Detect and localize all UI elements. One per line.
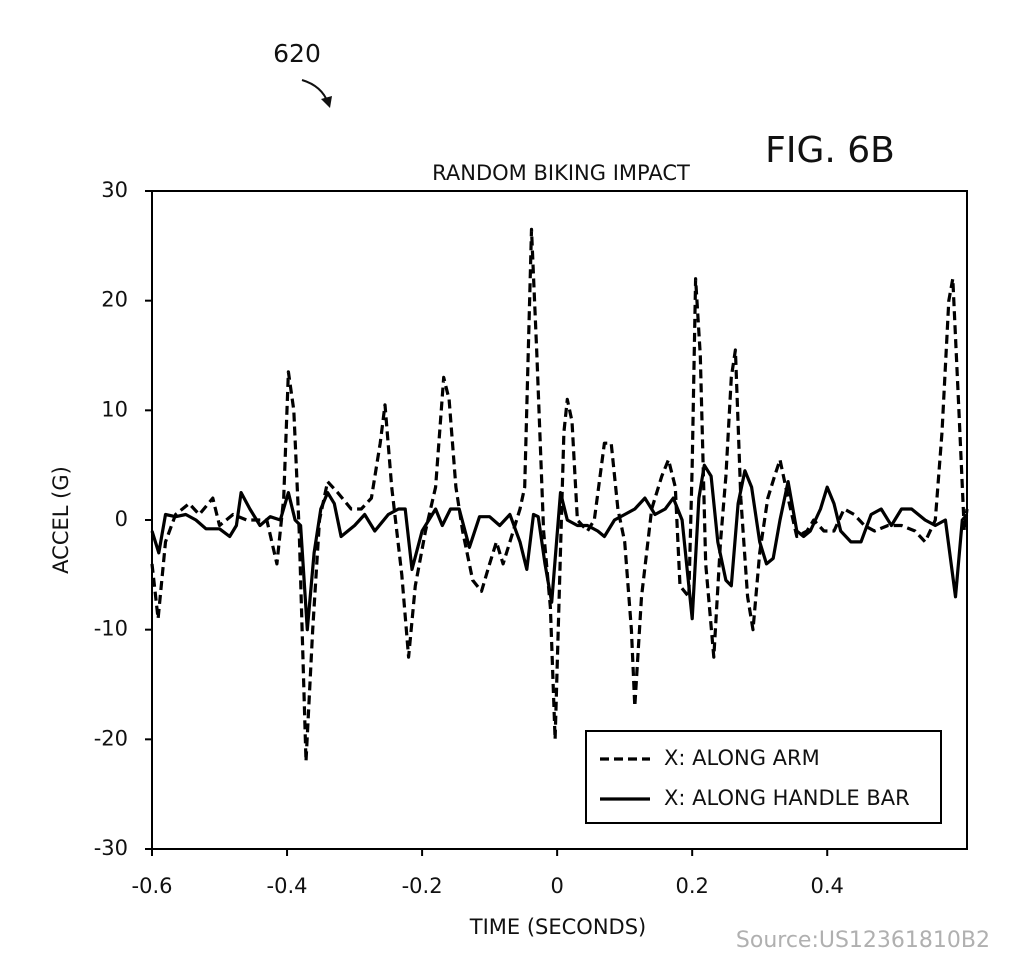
y-tick-label: 0	[115, 507, 128, 531]
source: Source:US12361810B2	[736, 928, 990, 953]
y-axis-label: ACCEL (G)	[49, 466, 73, 574]
x-tick-label: -0.4	[267, 874, 308, 898]
y-tick-label: 20	[101, 288, 128, 312]
y-tick-label: 30	[101, 178, 128, 202]
series-line	[150, 227, 969, 763]
y-tick-label: -20	[94, 726, 128, 750]
legend-box	[585, 730, 942, 824]
chart-title: RANDOM BIKING IMPACT	[432, 161, 690, 185]
arrow-head	[321, 96, 332, 108]
x-tick-label: -0.6	[132, 874, 173, 898]
legend-label: X: ALONG HANDLE BAR	[664, 786, 910, 810]
x-axis-label: TIME (SECONDS)	[469, 915, 646, 939]
y-tick-label: 10	[101, 397, 128, 421]
y-tick-label: -10	[94, 617, 128, 641]
x-tick-label: -0.2	[402, 874, 443, 898]
figure-label: FIG. 6B	[765, 130, 895, 171]
y-tick-label: -30	[94, 836, 128, 860]
x-tick-label: 0	[550, 874, 563, 898]
series-line	[150, 463, 969, 632]
legend-label: X: ALONG ARM	[664, 746, 820, 770]
x-tick-label: 0.4	[811, 874, 844, 898]
x-tick-label: 0.2	[675, 874, 708, 898]
figure-number: 620	[273, 39, 321, 68]
